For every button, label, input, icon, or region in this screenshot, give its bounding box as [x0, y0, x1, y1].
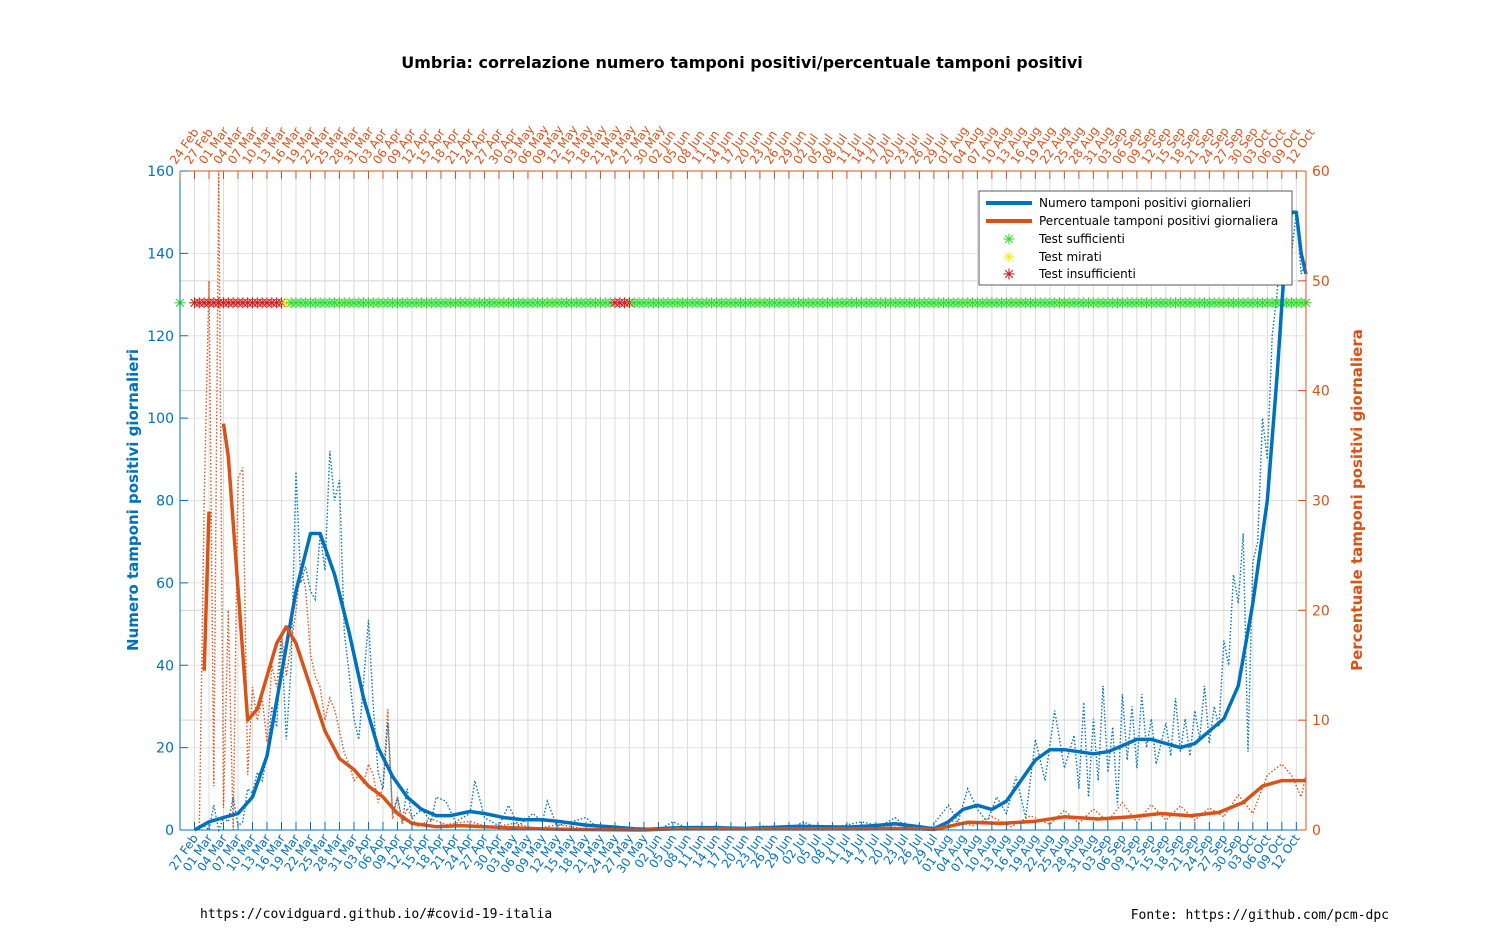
y-tick-label-right: 60	[1312, 164, 1330, 180]
legend-star	[1003, 233, 1015, 245]
y-tick-label-right: 10	[1312, 713, 1330, 729]
y-tick-label-left: 0	[165, 823, 174, 839]
legend-label-sufficienti: Test sufficienti	[1038, 232, 1125, 246]
legend-box	[978, 190, 1293, 286]
legend-label-percentuale: Percentuale tamponi positivi giornaliera	[1039, 214, 1278, 228]
raw-line-percentuale	[198, 170, 1307, 831]
y-tick-label-right: 20	[1312, 603, 1330, 619]
raw-line-positivi	[194, 212, 1307, 833]
footer-source-link[interactable]: https://covidguard.github.io/#covid-19-i…	[200, 907, 552, 922]
star-stroke	[1004, 269, 1014, 279]
axes	[179, 170, 1307, 831]
legend-label-positivi: Numero tamponi positivi giornalieri	[1039, 196, 1251, 210]
legend-label-insufficienti: Test insufficienti	[1038, 267, 1136, 281]
footer-data-source: Fonte: https://github.com/pcm-dpc	[1131, 908, 1389, 923]
legend: Numero tamponi positivi giornalieri Perc…	[978, 190, 1293, 286]
y-tick-label-right: 40	[1312, 384, 1330, 400]
legend-star-sufficienti	[1003, 233, 1015, 245]
y-tick-label-left: 160	[147, 164, 174, 180]
star-stroke	[1004, 234, 1014, 244]
y-tick-label-left: 80	[156, 494, 174, 510]
test-markers	[174, 297, 1312, 309]
y-tick-label-right: 0	[1312, 823, 1321, 839]
y-tick-label-left: 140	[147, 246, 174, 262]
raw-series	[194, 170, 1307, 833]
y-axis-label-right: Percentuale tamponi positivi giornaliera	[1348, 329, 1366, 671]
y-tick-label-left: 60	[156, 576, 174, 592]
legend-star-mirati	[1003, 251, 1015, 263]
legend-star-insufficienti	[1003, 268, 1015, 280]
y-tick-label-left: 40	[156, 658, 174, 674]
line-percentuale	[202, 511, 211, 671]
star-stroke	[1004, 252, 1014, 262]
chart-title: Umbria: correlazione numero tamponi posi…	[401, 53, 1083, 72]
y-tick-label-left: 120	[147, 329, 174, 345]
legend-star	[1003, 251, 1015, 263]
line-positivi	[193, 210, 1308, 832]
grid	[179, 170, 1306, 831]
y-tick-label-right: 50	[1312, 274, 1330, 290]
legend-label-mirati: Test mirati	[1038, 250, 1102, 264]
y-tick-label-left: 20	[156, 741, 174, 757]
legend-star	[1003, 268, 1015, 280]
y-axis-label-left: Numero tamponi positivi giornalieri	[124, 349, 142, 651]
y-tick-label-left: 100	[147, 411, 174, 427]
y-tick-label-right: 30	[1312, 494, 1330, 510]
